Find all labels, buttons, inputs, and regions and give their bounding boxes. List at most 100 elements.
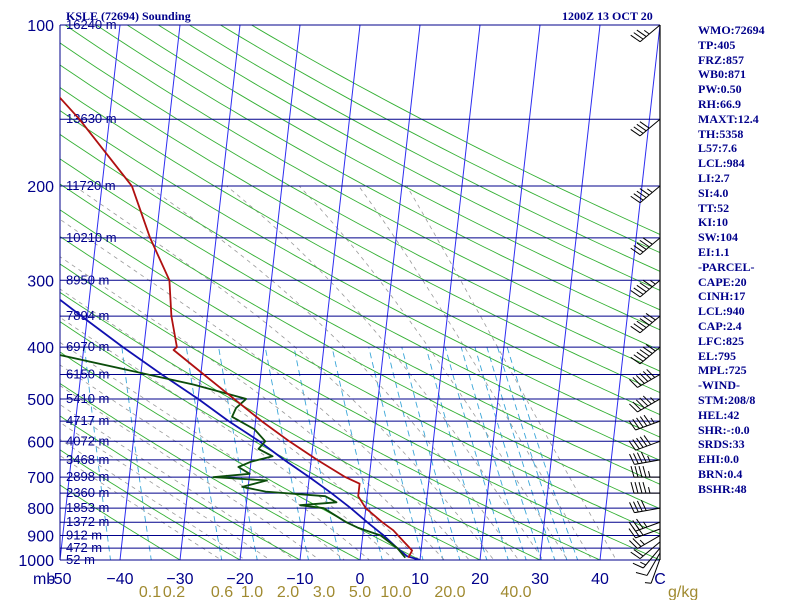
dry-adiabat--20 <box>60 449 241 560</box>
dry-adiabat-110 <box>60 87 660 416</box>
dry-adiabat-160 <box>126 25 660 311</box>
temp-label-2: −30 <box>166 571 193 588</box>
dry-adiabat-70 <box>60 183 660 510</box>
isotherm-40 <box>599 25 660 560</box>
isotherm--30 <box>179 25 241 560</box>
moist-adiabat-28 <box>147 185 520 560</box>
wind-barbs <box>628 24 661 584</box>
moist-adiabat--16 <box>60 438 247 560</box>
wind-barb-700 <box>630 465 660 478</box>
mixing-label-6: 5.0 <box>349 584 371 600</box>
wind-barb-850 <box>628 518 661 532</box>
wind-barb-925 <box>630 541 661 560</box>
mixing-label-9: 40.0 <box>500 584 531 600</box>
dry-adiabat--30 <box>60 484 181 560</box>
temp-label-9: 40 <box>591 571 609 588</box>
mixing-ratio-line-4 <box>264 347 309 560</box>
temperature-trace <box>60 96 414 559</box>
moist-adiabat--8 <box>60 404 296 560</box>
mixing-ratio-line-10 <box>425 346 488 560</box>
wind-barb-250 <box>630 237 661 256</box>
temp-label-6: 10 <box>411 571 429 588</box>
height-label-450: 6150 m <box>66 366 109 381</box>
dry-adiabat-100 <box>60 110 660 438</box>
dry-adiabat-170 <box>157 25 660 291</box>
pressure-label-300: 300 <box>27 273 54 290</box>
mixing-label-4: 2.0 <box>277 584 299 600</box>
index-31: BSHR:48 <box>698 481 747 496</box>
wind-barb-450 <box>629 369 661 388</box>
pressure-label-200: 200 <box>27 179 54 196</box>
wind-barb-650 <box>629 451 661 465</box>
dry-adiabat-60 <box>60 209 660 535</box>
index-5: RH:66.9 <box>698 96 741 111</box>
height-label-200: 11720 m <box>66 178 116 193</box>
index-11: SI:4.0 <box>698 185 729 200</box>
dry-adiabat-50 <box>60 236 660 560</box>
height-label-900: 912 m <box>66 528 102 543</box>
index-0: WMO:72694 <box>698 23 765 37</box>
height-label-700: 2898 m <box>66 469 109 484</box>
index-4: PW:0.50 <box>698 82 742 97</box>
mixing-ratio-line-8 <box>386 346 444 560</box>
mixing-ratio-line-2 <box>185 347 223 560</box>
dry-adiabat-180 <box>188 25 660 272</box>
wind-barb-995 <box>644 558 661 584</box>
mixing-label-0: 0.1 <box>139 584 161 600</box>
wind-barb-750 <box>630 482 660 494</box>
wind-barb-950 <box>632 547 661 569</box>
dry-adiabats <box>60 25 660 560</box>
index-17: CAPE:20 <box>698 274 747 289</box>
pressure-label-800: 800 <box>27 501 54 518</box>
stability-indices: WMO:72694 TP:405 FRZ:857 WB0:871 PW:0.50 RH:6… <box>698 23 798 497</box>
index-9: LCL:984 <box>698 156 745 171</box>
isotherm-10 <box>419 25 481 560</box>
dry-adiabat-0 <box>60 382 361 560</box>
dry-adiabat-40 <box>60 263 602 560</box>
dry-adiabat-30 <box>60 291 542 560</box>
pressure-label-1000: 1000 <box>18 553 54 570</box>
mixing-label-2: 0.6 <box>211 584 233 600</box>
index-25: STM:208/8 <box>698 392 756 407</box>
index-18: CINH:17 <box>698 289 746 304</box>
mixing-label-7: 10.0 <box>380 584 411 600</box>
height-label-950: 472 m <box>66 540 102 555</box>
moist-adiabat-12 <box>60 288 420 560</box>
wind-barb-970 <box>635 552 661 576</box>
mixing-label-1: 0.2 <box>163 584 185 600</box>
index-21: LFC:825 <box>698 333 744 348</box>
index-28: SRDS:33 <box>698 437 745 452</box>
moist-adiabat-32 <box>226 185 544 560</box>
mixing-ratio-line-11 <box>444 346 509 560</box>
index-20: CAP:2.4 <box>698 318 742 333</box>
wind-barb-300 <box>630 279 661 298</box>
mixing-ratio-line-15 <box>497 346 568 560</box>
height-label-1000: 52 m <box>66 552 95 567</box>
dry-adiabat-150 <box>95 25 660 331</box>
dry-adiabat--10 <box>60 415 301 560</box>
height-label-100: 16240 m <box>66 17 117 32</box>
pressure-label-500: 500 <box>27 392 54 409</box>
parcel-trace <box>60 298 421 560</box>
wind-barb-800 <box>629 500 661 514</box>
profiles <box>60 96 421 560</box>
mixing-ratio-line-16 <box>506 346 579 560</box>
moist-adiabat-8 <box>60 316 395 560</box>
index-27: SHR:-:0.0 <box>698 422 750 437</box>
pressure-label-100: 100 <box>27 18 54 35</box>
height-label-800: 1853 m <box>66 500 109 515</box>
pressure-label-600: 600 <box>27 434 54 451</box>
isotherm-20 <box>479 25 541 560</box>
index-8: L57:7.6 <box>698 141 737 156</box>
wind-barb-200 <box>630 185 661 204</box>
dry-adiabat-10 <box>60 351 421 560</box>
mixing-ratio-line-0 <box>84 347 111 560</box>
moist-adiabat-24 <box>74 185 495 560</box>
height-label-150: 13630 m <box>66 111 117 126</box>
wind-barb-600 <box>628 435 661 451</box>
mixing-ratio-line-14 <box>486 346 556 560</box>
wind-barb-550 <box>628 414 661 431</box>
isotherm--10 <box>299 25 361 560</box>
isotherm--20 <box>239 25 301 560</box>
